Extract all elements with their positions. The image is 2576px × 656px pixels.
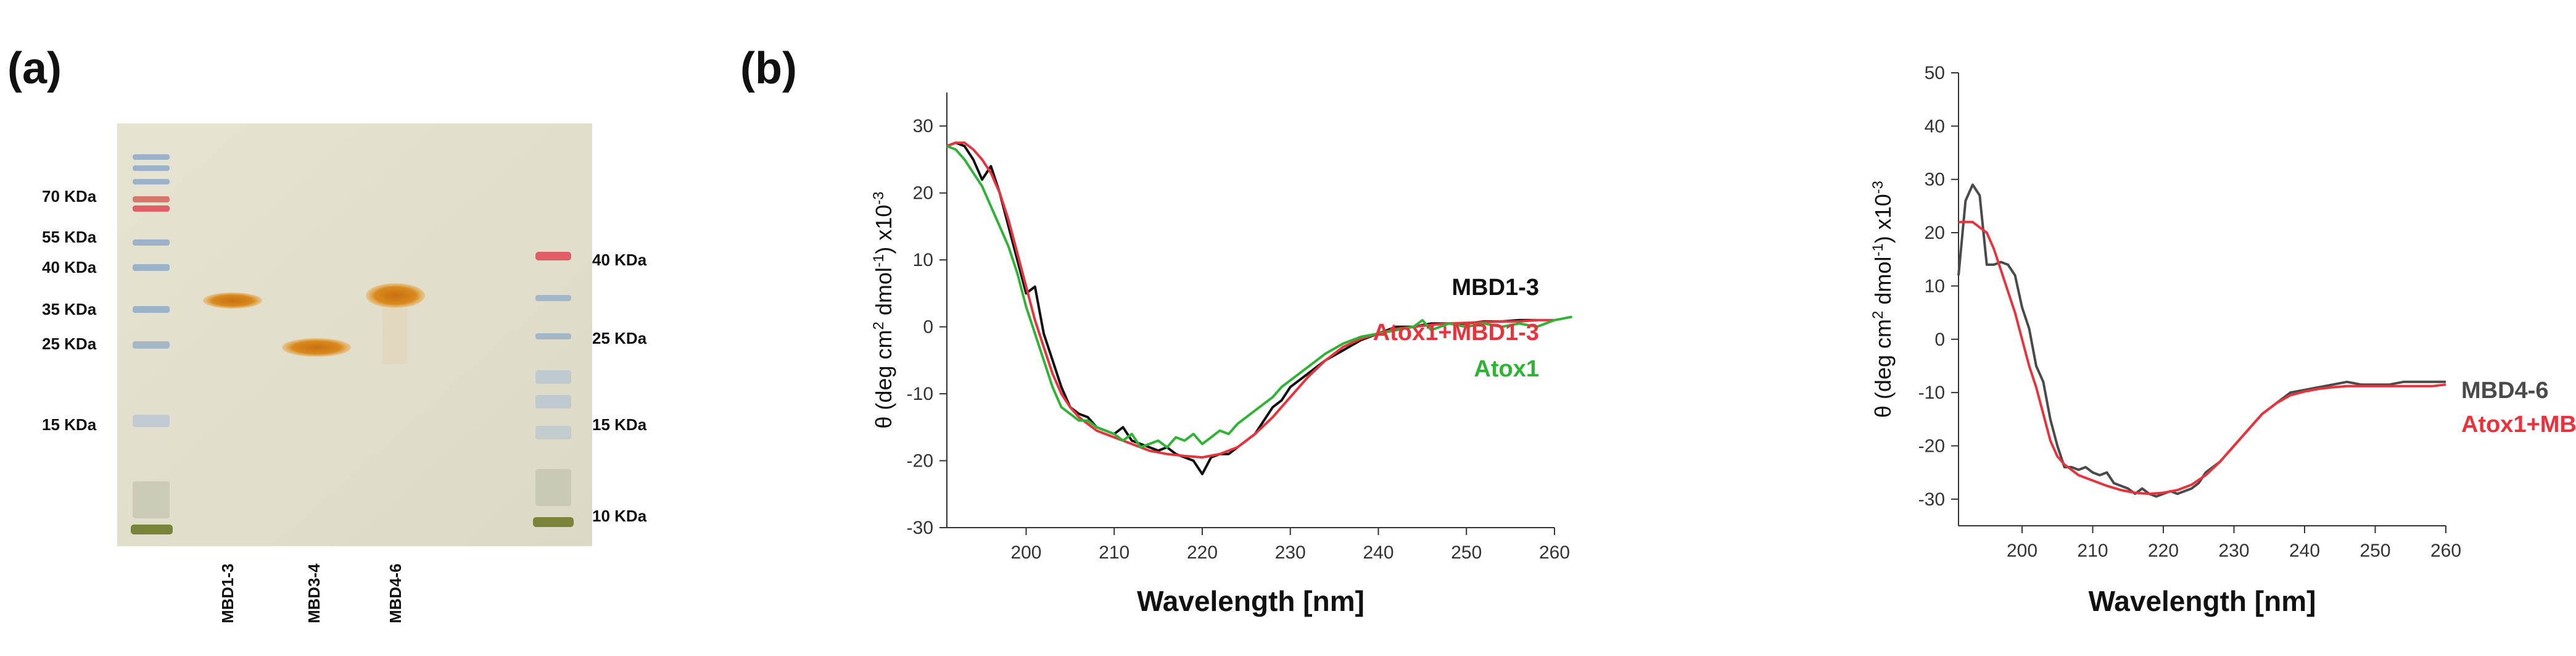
ladder-left-label: 35 KDa xyxy=(42,300,97,318)
x-tick-label: 260 xyxy=(1539,542,1570,563)
y-tick-label: 30 xyxy=(1925,170,1945,190)
y-tick-label: 50 xyxy=(1925,63,1945,83)
series-line-atox1-mbd4-6 xyxy=(1959,220,2446,496)
ladder-left-label: 55 KDa xyxy=(42,228,97,246)
y-tick-label: 20 xyxy=(1925,223,1945,243)
ladder-right-label: 25 KDa xyxy=(592,329,647,347)
ladder-right-label: 10 KDa xyxy=(592,507,647,525)
y-tick-label: -30 xyxy=(1918,489,1945,510)
y-tick-label: 20 xyxy=(913,183,933,204)
y-tick-label: 10 xyxy=(1925,276,1945,296)
ladder-left-label: 25 KDa xyxy=(42,334,97,353)
ladder-left-label: 15 KDa xyxy=(42,415,97,434)
x-tick-label: 230 xyxy=(2218,541,2249,561)
gel-background xyxy=(117,123,592,546)
x-tick-label: 220 xyxy=(2148,541,2179,561)
lane-label: MBD1-3 xyxy=(218,563,237,623)
x-tick-label: 240 xyxy=(2289,541,2320,561)
legend-entry: MBD1-3 xyxy=(1452,275,1539,301)
x-tick-label: 250 xyxy=(2359,541,2390,561)
left-ladder xyxy=(131,154,173,534)
band-mbd4-6 xyxy=(366,283,425,308)
x-tick-label: 200 xyxy=(2007,541,2037,561)
y-tick-label: -10 xyxy=(1918,383,1945,403)
series-line-atox1 xyxy=(946,144,1572,449)
x-tick-label: 250 xyxy=(1451,542,1482,563)
series-line-atox1-mbd1-3 xyxy=(946,141,1554,459)
y-tick-label: 30 xyxy=(913,116,933,136)
y-tick-label: -10 xyxy=(907,384,933,404)
series-line-mbd4-6 xyxy=(1957,183,2446,498)
x-tick-label: 220 xyxy=(1187,542,1218,563)
y-tick-label: -20 xyxy=(1918,436,1945,456)
right-ladder xyxy=(533,252,574,527)
ladder-right-label: 40 KDa xyxy=(592,251,647,269)
ladder-left-label: 40 KDa xyxy=(42,258,97,276)
x-axis-title: Wavelength [nm] xyxy=(1137,585,1364,617)
gel-image xyxy=(117,123,592,546)
legend-entry: MBD4-6 xyxy=(2461,378,2548,404)
y-tick-label: -20 xyxy=(907,451,933,471)
y-tick-label: 10 xyxy=(913,250,933,270)
x-tick-label: 210 xyxy=(2078,541,2108,561)
lane-label: MBD3-4 xyxy=(305,563,323,623)
panel-a-label: (a) xyxy=(7,44,62,93)
x-axis-title: Wavelength [nm] xyxy=(2089,585,2316,617)
x-tick-label: 200 xyxy=(1010,542,1041,563)
cd-chart-mbd1-3: 200 210 220 230 240 250 260 30 20 10 0 -10 -20 -30 Wav… xyxy=(870,93,1572,617)
y-tick-label: 0 xyxy=(1934,330,1945,350)
y-tick-label: -30 xyxy=(907,518,933,538)
lane-label: MBD4-6 xyxy=(386,563,405,623)
y-axis-title: θ (deg cm2 dmol-1) x10-3 xyxy=(870,191,897,428)
cd-chart-mbd4-6: 200 210 220 230 240 250 260 50 40 30 20 10 0 -10 -20 -3… xyxy=(1870,63,2576,617)
y-tick-label: 40 xyxy=(1925,116,1945,136)
y-axis-title: θ (deg cm2 dmol-1) x10-3 xyxy=(1870,181,1896,418)
x-tick-label: 260 xyxy=(2430,541,2461,561)
x-tick-label: 210 xyxy=(1099,542,1129,563)
panel-b-label: (b) xyxy=(740,44,797,93)
legend-entry: Atox1+MBD4-6 xyxy=(2461,412,2576,438)
legend-entry: Atox1+MBD1-3 xyxy=(1373,320,1539,346)
ladder-left-label: 70 KDa xyxy=(42,187,97,206)
series-line-mbd1-3 xyxy=(946,141,1537,476)
band-mbd1-3 xyxy=(203,293,262,309)
band-mbd3-4 xyxy=(282,338,351,357)
ladder-right-label: 15 KDa xyxy=(592,415,647,434)
x-tick-label: 240 xyxy=(1363,542,1393,563)
legend-entry: Atox1 xyxy=(1474,356,1539,382)
x-tick-label: 230 xyxy=(1275,542,1306,563)
y-tick-label: 0 xyxy=(923,317,933,338)
